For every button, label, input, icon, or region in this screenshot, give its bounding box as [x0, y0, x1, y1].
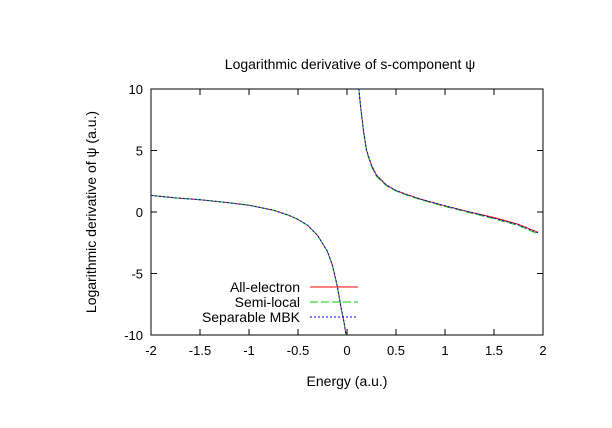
- x-tick-label: 0.5: [387, 343, 405, 358]
- series-line-all-electron: [358, 89, 539, 233]
- legend-label: Semi-local: [235, 294, 300, 310]
- series-line-semi-local: [358, 89, 539, 235]
- x-tick-label: -1: [243, 343, 255, 358]
- y-axis: 10 5 0 -5 -10: [124, 82, 543, 343]
- x-axis-title: Energy (a.u.): [307, 373, 388, 389]
- y-tick-label: 0: [136, 205, 143, 220]
- x-tick-label: 0: [343, 343, 350, 358]
- x-tick-label: 1: [441, 343, 448, 358]
- x-tick-label: 1.5: [485, 343, 503, 358]
- series-line-separable-mbk: [151, 194, 347, 335]
- legend-label: All-electron: [230, 279, 300, 295]
- legend-label: Separable MBK: [202, 309, 301, 325]
- y-tick-label: -5: [131, 267, 143, 282]
- series-group: [151, 89, 539, 335]
- plot-frame: [150, 88, 544, 336]
- series-line-separable-mbk: [358, 89, 539, 234]
- chart-title: Logarithmic derivative of s-component ψ: [225, 56, 475, 72]
- x-axis: -2 -1.5 -1 -0.5 0 0.5 1 1.5 2: [145, 89, 547, 358]
- y-tick-label: 10: [129, 82, 143, 97]
- x-tick-label: -0.5: [287, 343, 309, 358]
- y-tick-label: 5: [136, 144, 143, 159]
- y-tick-label: -10: [124, 328, 143, 343]
- y-axis-title: Logarithmic derivative of ψ (a.u.): [83, 111, 99, 313]
- x-tick-label: -1.5: [189, 343, 211, 358]
- x-tick-label: -2: [145, 343, 157, 358]
- x-tick-label: 2: [539, 343, 546, 358]
